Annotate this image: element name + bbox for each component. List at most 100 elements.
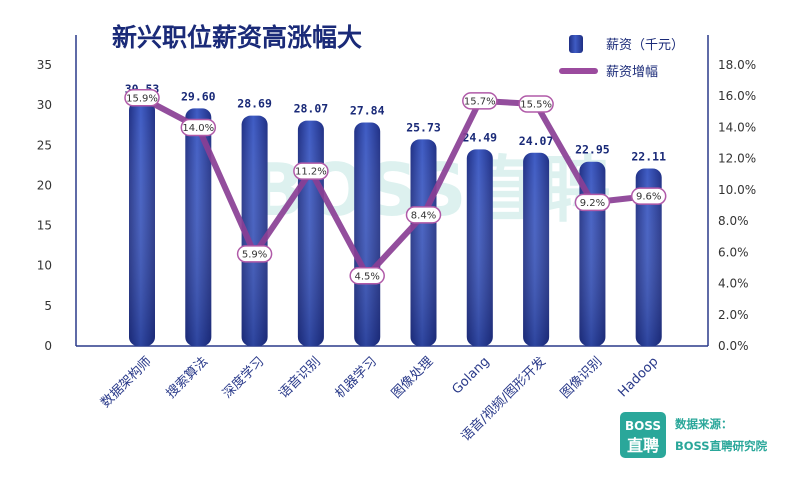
left-tick-label: 35 [37,58,52,72]
bar-shade [129,100,155,346]
growth-line [139,94,652,279]
legend-bar-swatch [569,35,583,53]
category-label: 机器学习 [332,354,380,402]
bar [241,115,268,347]
bar-shade [297,120,324,346]
left-tick-label: 5 [44,299,52,313]
point-value-label: 9.2% [580,198,605,209]
chart-title: 新兴职位薪资高涨幅大 [112,23,362,52]
legend-bar-label: 薪资（千元） [606,38,684,53]
point-value-label: 4.5% [354,271,379,282]
line-point: 15.7% [462,92,498,110]
line-point: 5.9% [236,245,273,263]
left-tick-label: 30 [37,98,52,112]
category-label: 图像处理 [389,354,436,401]
bar-shade [410,139,437,346]
category-label: Hadoop [615,354,661,400]
bar-shade [354,122,381,346]
category-label: 搜索算法 [164,354,211,401]
left-tick-label: 0 [44,339,52,353]
right-tick-label: 2.0% [718,308,749,322]
line-point: 4.5% [349,267,385,285]
right-tick-label: 6.0% [718,245,749,259]
point-marker [630,187,667,205]
right-tick-label: 0.0% [718,339,749,353]
point-marker [405,206,442,224]
category-labels: 数据架构师 搜索算法 深度学习 语音识别 机器学习 图像处理 Golang语音/视频/图形开… [98,354,661,445]
bar-value-label: 22.95 [575,143,610,157]
point-marker [293,162,329,180]
point-value-label: 9.6% [636,192,661,203]
point-value-label: 14.0% [182,123,214,134]
bar-shade [185,108,212,347]
bar [410,139,437,346]
bar [523,152,550,346]
bar [129,100,155,346]
point-marker [518,95,554,113]
bar-value-label: 24.07 [519,134,554,148]
point-value-label: 11.2% [295,167,327,178]
point-marker [180,118,217,137]
left-tick-label: 20 [37,178,52,192]
right-tick-label: 10.0% [718,183,756,197]
boss-logo: BOSS 直聘 [620,412,666,458]
left-tick-label: 15 [37,219,52,233]
category-label: 数据架构师 [98,354,155,411]
point-marker [236,245,273,263]
bar-value-label: 24.49 [462,130,497,144]
category-label: 深度学习 [219,354,267,402]
left-tick-label: 25 [37,138,52,152]
right-tick-label: 16.0% [718,89,756,103]
bar-value-label: 22.11 [631,149,666,163]
point-value-label: 5.9% [242,249,267,260]
point-value-label: 15.9% [126,93,158,104]
logo-badge [620,412,666,458]
line-point: 9.6% [630,187,667,205]
point-marker [124,89,160,107]
logo-text-zhipin: 直聘 [627,436,659,455]
right-tick-label: 12.0% [718,152,756,166]
bar [297,120,324,346]
line-series: 15.9% 14.0% 5.9% 11.2% 4.5% 8.4% 15.7% 15.5% 9.2… [124,89,667,285]
legend-line-label: 薪资增幅 [606,65,658,80]
line-point: 11.2% [293,162,329,180]
bar-value-label: 28.07 [294,102,329,116]
point-marker [574,193,611,212]
bar [466,149,493,346]
line-point: 14.0% [180,118,217,137]
bar-value-label: 27.84 [350,103,385,117]
category-label: 语音识别 [276,354,324,402]
point-value-label: 15.7% [464,96,496,107]
source-name: BOSS直聘研究院 [675,439,768,453]
line-point: 9.2% [574,193,611,212]
right-tick-label: 8.0% [718,214,749,228]
point-value-label: 8.4% [411,210,436,221]
left-y-axis: 0 5 10 15 20 25 30 35 [37,35,708,353]
source-label: 数据来源： [675,417,733,431]
bar-value-label: 25.73 [406,120,441,134]
bar-shade [466,149,493,346]
point-marker [349,267,385,285]
category-label: Golang [449,354,492,397]
line-point: 8.4% [405,206,442,224]
bar-shade [241,115,268,347]
bar-shade [635,168,662,346]
left-tick-label: 10 [37,259,52,273]
bar [635,168,662,346]
line-point: 15.5% [518,95,554,113]
bar-value-label: 28.69 [237,97,272,111]
logo-text-boss: BOSS [625,419,661,433]
right-y-axis: 0.0% 2.0% 4.0% 6.0% 8.0% 10.0% 12.0% 14.0% 16.0%… [707,35,756,353]
bar [354,122,381,346]
line-point: 15.9% [124,89,160,107]
point-marker [462,92,498,110]
bar [185,108,212,347]
point-value-label: 15.5% [520,100,552,111]
category-label: 图像识别 [558,354,605,401]
bar-value-label: 29.60 [181,89,216,103]
right-tick-label: 14.0% [718,120,756,134]
right-tick-label: 18.0% [718,58,756,72]
